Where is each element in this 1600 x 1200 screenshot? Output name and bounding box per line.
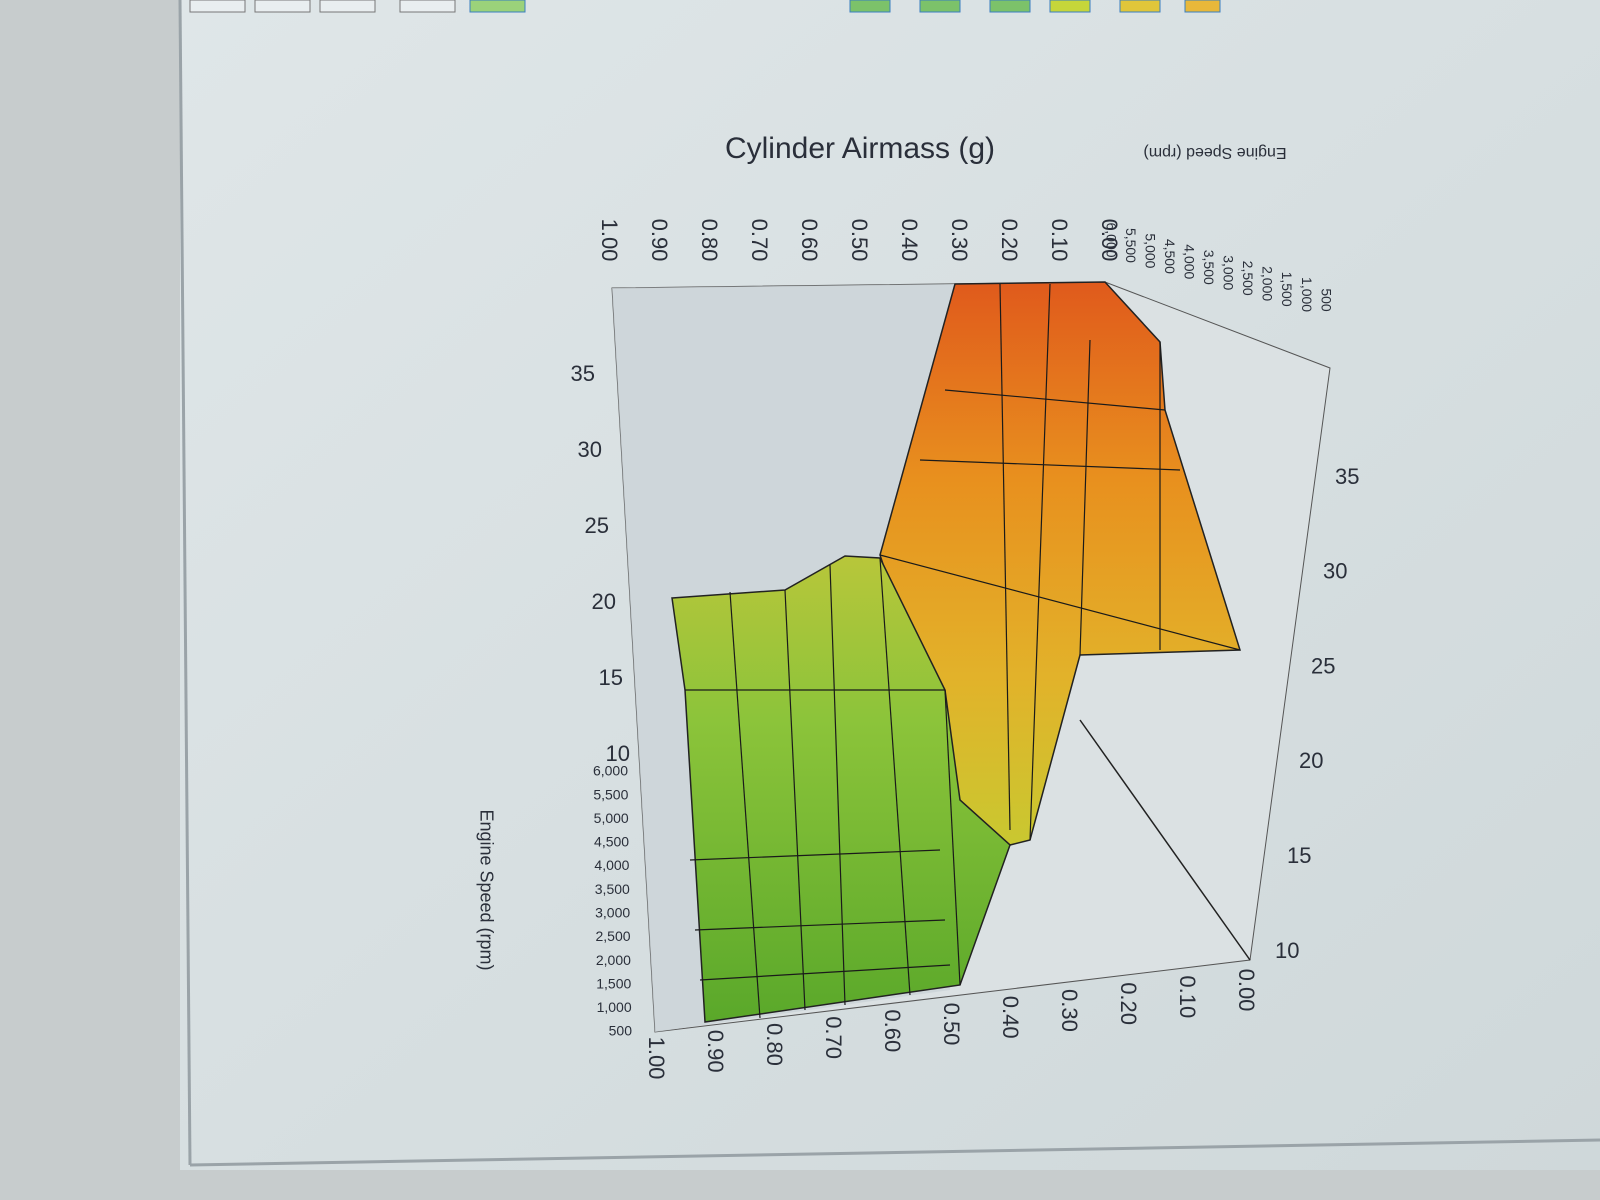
axis-label: Engine Speed (rpm)	[1143, 144, 1286, 161]
tick-label: 6,000	[593, 763, 628, 779]
tick-label: 1,500	[1279, 272, 1295, 307]
toolbar-button[interactable]	[319, 0, 376, 13]
tick-label: 4,500	[594, 834, 629, 850]
tick-label: 0.80	[762, 1023, 787, 1066]
tick-label: 30	[578, 437, 602, 462]
tick-label: 2,500	[1240, 261, 1256, 296]
tick-label: 0.10	[1047, 219, 1072, 262]
tick-label: 500	[1318, 288, 1334, 312]
tick-label: 500	[609, 1023, 633, 1039]
plot	[611, 281, 1331, 1033]
tick-label: 0.10	[1175, 975, 1200, 1018]
toolbar-button[interactable]	[849, 0, 891, 13]
tick-label: 0.30	[1057, 989, 1082, 1032]
tick-label: 5,000	[594, 810, 629, 826]
tick-label: 1,000	[597, 999, 632, 1015]
tick-label: 1.00	[597, 219, 622, 262]
chart-title: Cylinder Airmass (g)	[725, 132, 995, 165]
tick-label: 1,000	[1299, 277, 1315, 312]
tick-label: 0.60	[880, 1009, 905, 1052]
toolbar	[189, 0, 1221, 13]
toolbar-button[interactable]	[1049, 0, 1091, 13]
window-border	[178, 0, 192, 1166]
toolbar-button[interactable]	[189, 0, 246, 13]
surface-mesh	[685, 283, 1241, 1019]
tick-label: 0.60	[797, 219, 822, 262]
tick-label: 0.50	[939, 1003, 964, 1046]
tick-labels: 1.00 0.90 0.80 0.70 0.60 0.50 0.40 0.30 0.20 0.10…	[571, 219, 1360, 1080]
axis-edge	[1079, 719, 1251, 961]
tick-label: 0.70	[821, 1016, 846, 1059]
toolbar-button[interactable]	[1119, 0, 1161, 13]
tick-label: 3,000	[595, 905, 630, 921]
tick-label: 6,000	[1103, 222, 1119, 257]
tick-label: 2,000	[596, 952, 631, 968]
toolbar-button[interactable]	[1184, 0, 1221, 13]
tick-label: 10	[1275, 938, 1299, 963]
toolbar-button[interactable]	[254, 0, 311, 13]
tick-label: 25	[585, 513, 609, 538]
tick-label: 0.20	[1116, 982, 1141, 1025]
tick-label: 0.40	[897, 219, 922, 262]
tick-label: 35	[571, 361, 595, 386]
tick-label: 1,500	[596, 975, 631, 991]
tick-label: 2,500	[595, 928, 630, 944]
tick-label: 0.00	[1097, 219, 1122, 262]
tick-label: 3,500	[595, 881, 630, 897]
tick-label: 4,500	[1162, 239, 1178, 274]
tick-label: 30	[1323, 559, 1347, 584]
tick-label: 1.00	[644, 1037, 669, 1080]
tick-label: 0.80	[697, 219, 722, 262]
tick-label: 15	[599, 665, 623, 690]
toolbar-button[interactable]	[919, 0, 961, 13]
tick-label: 3,000	[1221, 255, 1237, 290]
tick-label: 2,000	[1260, 266, 1276, 301]
window-border	[189, 1138, 1600, 1167]
surface-low	[671, 555, 1011, 1023]
tick-label: 0.20	[997, 219, 1022, 262]
tick-label: 5,000	[1142, 233, 1158, 268]
tick-label: 0.70	[747, 219, 772, 262]
tick-label: 25	[1311, 653, 1335, 678]
tick-label: 0.90	[647, 219, 672, 262]
tick-label: 15	[1287, 843, 1311, 868]
tick-label: 5,500	[593, 786, 628, 802]
tick-label: 10	[606, 741, 630, 766]
toolbar-button[interactable]	[469, 0, 526, 13]
toolbar-button[interactable]	[399, 0, 456, 13]
tick-label: 35	[1335, 464, 1359, 489]
tick-label: 20	[592, 589, 616, 614]
tick-label: 0.30	[947, 219, 972, 262]
toolbar-button[interactable]	[989, 0, 1031, 13]
tick-label: 0.40	[998, 996, 1023, 1039]
tick-label: 0.90	[703, 1030, 728, 1073]
tick-label: 5,500	[1123, 228, 1139, 263]
tick-label: 3,500	[1201, 250, 1217, 285]
tick-label: 0.00	[1234, 969, 1259, 1012]
tick-label: 4,000	[594, 857, 629, 873]
tick-label: 4,000	[1181, 244, 1197, 279]
tick-label: 20	[1299, 748, 1323, 773]
axis-label: Engine Speed (rpm)	[476, 809, 496, 970]
tick-label: 0.50	[847, 219, 872, 262]
